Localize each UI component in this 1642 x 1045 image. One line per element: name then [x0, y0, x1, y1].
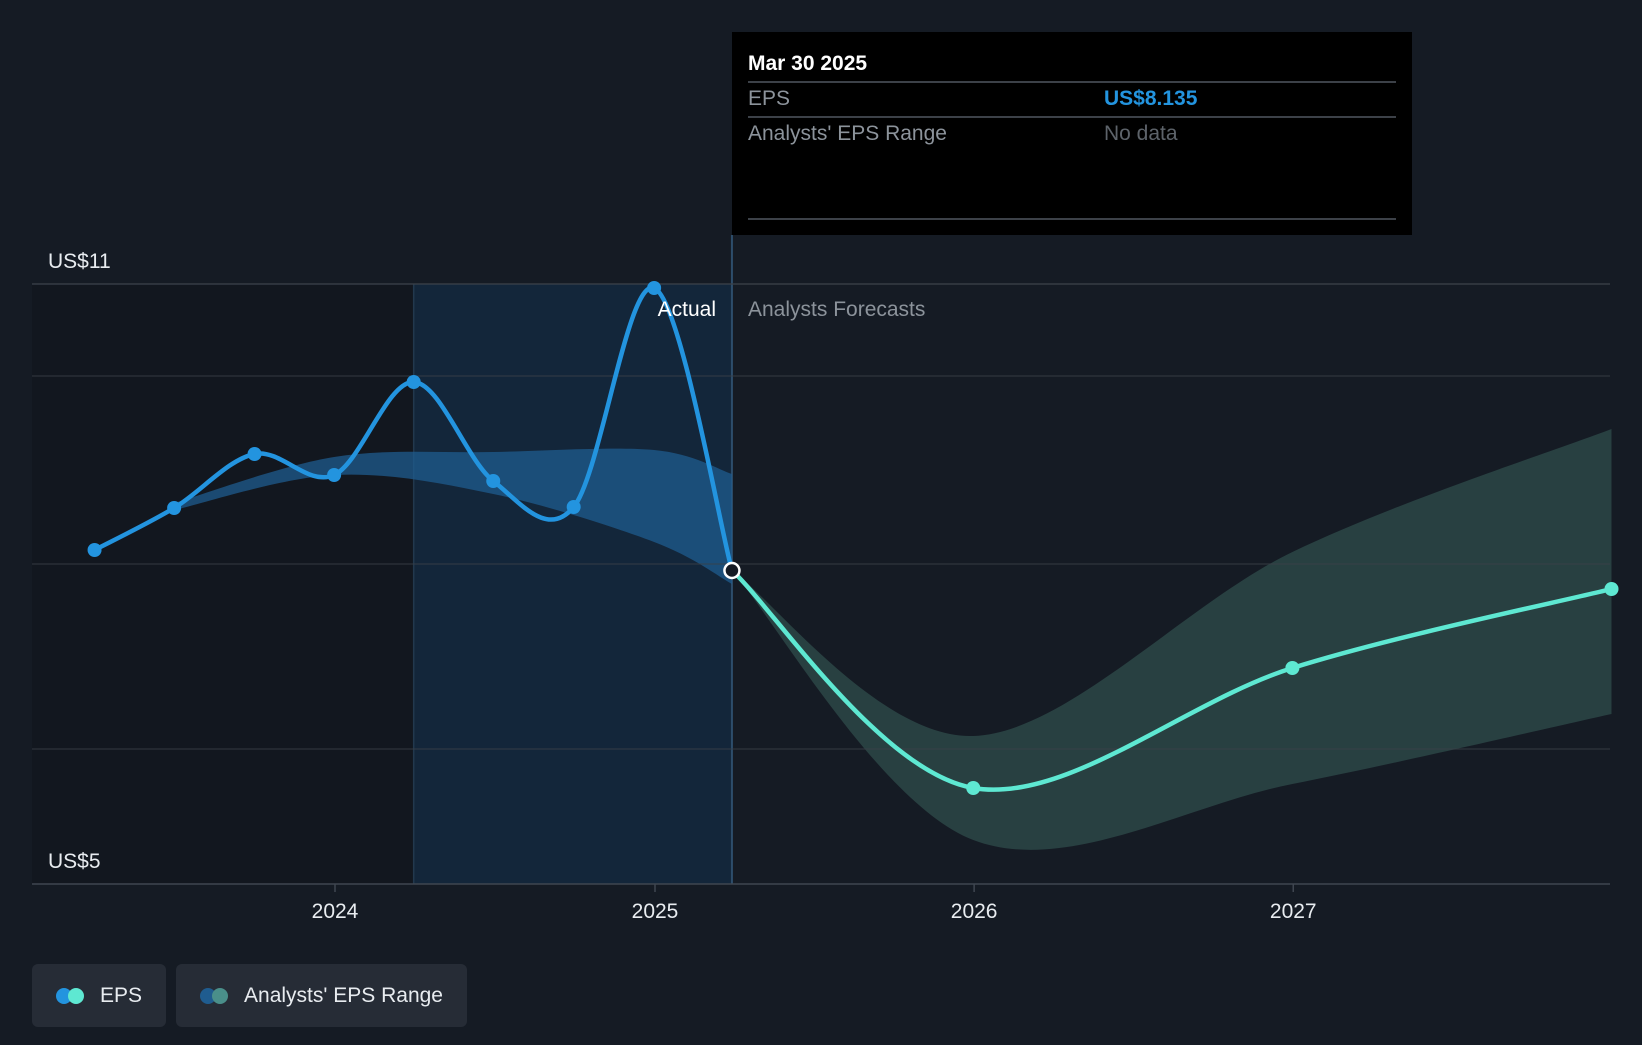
tooltip: Mar 30 2025 EPS US$8.135 Analysts' EPS R… — [732, 32, 1412, 235]
range-band-actual — [174, 448, 732, 584]
past-region — [32, 284, 414, 884]
legend-label-eps: EPS — [100, 983, 143, 1007]
y-tick-label: US$11 — [48, 250, 111, 273]
eps-point — [247, 447, 262, 461]
legend-item-eps-range[interactable]: Analysts' EPS Range — [176, 964, 467, 1027]
eps-point — [647, 281, 662, 295]
actual-section-label: Actual — [658, 298, 716, 321]
tooltip-eps-value: US$8.135 — [1104, 87, 1198, 110]
x-tick-label: 2025 — [632, 900, 679, 923]
eps-range-legend-icon — [200, 987, 230, 1004]
eps-point — [1285, 661, 1300, 675]
legend: EPS Analysts' EPS Range — [32, 964, 467, 1027]
tooltip-eps-label: EPS — [748, 87, 790, 110]
x-tick-label: 2026 — [951, 900, 998, 923]
eps-point — [486, 474, 501, 488]
eps-point — [966, 781, 981, 795]
eps-line-forecast — [729, 568, 1614, 792]
range-band-forecast — [731, 429, 1612, 850]
x-tick-label: 2027 — [1270, 900, 1317, 923]
x-tick-label: 2024 — [312, 900, 359, 923]
tooltip-range-label: Analysts' EPS Range — [748, 122, 947, 145]
eps-legend-icon — [56, 987, 86, 1004]
eps-point — [1604, 582, 1619, 596]
eps-point — [566, 500, 581, 514]
tooltip-date: Mar 30 2025 — [748, 52, 867, 75]
forecast-section-label: Analysts Forecasts — [748, 298, 925, 321]
legend-item-eps[interactable]: EPS — [32, 964, 167, 1027]
eps-point — [406, 375, 421, 389]
eps-point — [87, 543, 102, 557]
highlight-region — [413, 284, 732, 884]
legend-label-eps-range: Analysts' EPS Range — [244, 983, 443, 1007]
eps-point — [167, 501, 182, 515]
eps-point-hovered — [723, 561, 741, 580]
tooltip-box — [732, 32, 1412, 235]
tooltip-range-value: No data — [1104, 122, 1178, 145]
y-tick-label: US$5 — [48, 850, 101, 873]
eps-point — [327, 468, 342, 482]
